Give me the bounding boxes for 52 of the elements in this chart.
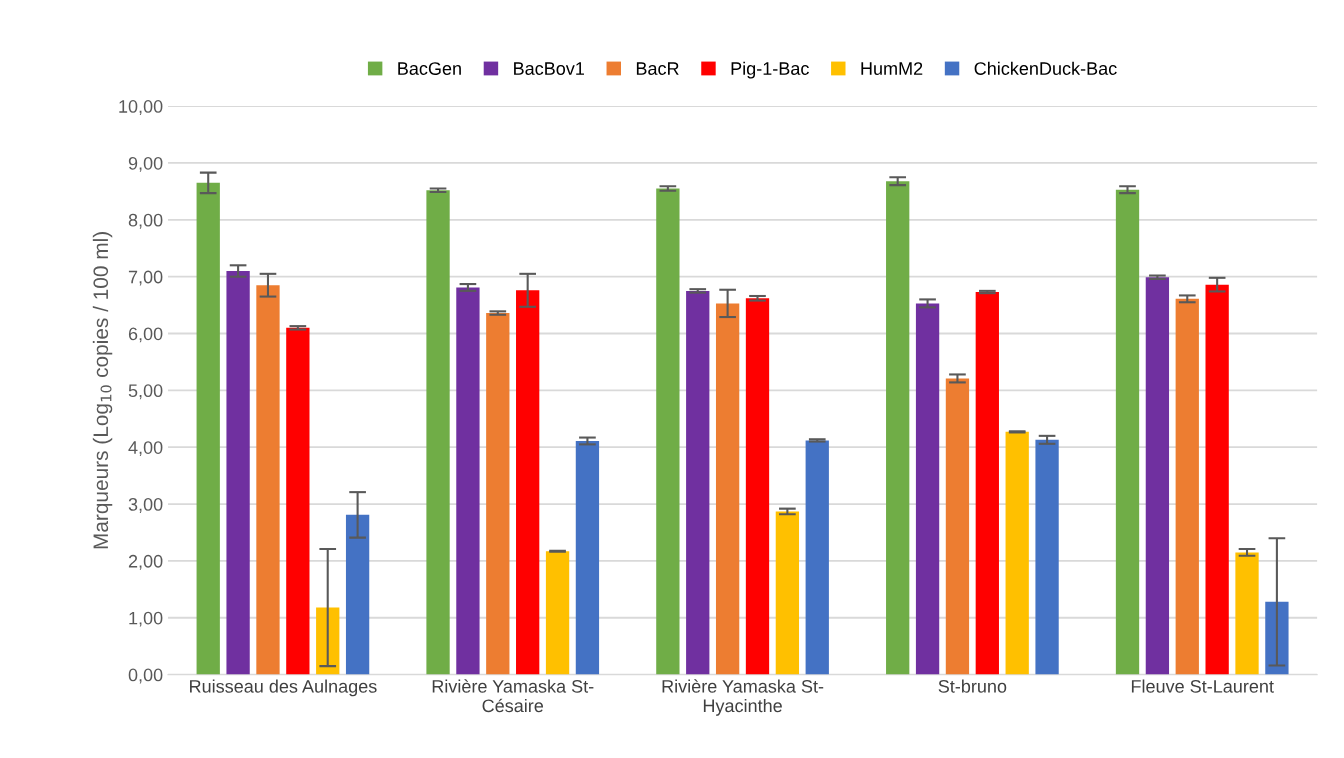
legend-label: ChickenDuck-Bac	[974, 61, 1117, 75]
bar	[256, 285, 280, 675]
bar	[805, 440, 829, 675]
bar	[1035, 439, 1059, 675]
bar	[945, 378, 970, 675]
bar	[1205, 284, 1229, 675]
bar	[1115, 189, 1140, 675]
bar	[486, 313, 510, 675]
bar	[1145, 277, 1170, 675]
bar	[345, 514, 370, 675]
y-tick-label: 7,00	[128, 270, 163, 286]
bar	[196, 182, 220, 675]
x-tick-label: Ruisseau des Aulnages	[190, 679, 377, 697]
bar	[656, 188, 680, 675]
bar	[286, 327, 310, 675]
y-tick-label: 5,00	[128, 384, 163, 400]
bar	[545, 551, 570, 675]
bar	[975, 292, 999, 675]
y-tick-label: 4,00	[128, 441, 163, 457]
y-tick-label: 10,00	[119, 100, 163, 115]
legend-label: Pig-1-Bac	[731, 61, 809, 79]
y-tick-label: 8,00	[128, 213, 163, 229]
y-tick-label: 6,00	[128, 327, 163, 343]
x-tick-label: Fleuve St-Laurent	[1131, 679, 1274, 693]
y-tick-label: 2,00	[128, 554, 163, 570]
bar	[886, 181, 910, 675]
legend-label: BacR	[636, 62, 679, 75]
legend-label: BacGen	[398, 62, 461, 75]
bar	[316, 607, 340, 675]
x-tick-label: Rivière Yamaska St- Césaire	[432, 679, 594, 713]
y-tick-label: 9,00	[128, 156, 163, 172]
y-tick-label: 1,00	[129, 611, 163, 627]
bar	[1005, 431, 1029, 675]
bar	[516, 290, 540, 675]
bar	[745, 298, 770, 675]
bar	[775, 511, 800, 675]
bar	[1175, 298, 1199, 675]
y-tick-label: 0,00	[128, 668, 163, 684]
x-tick-label: Rivière Yamaska St- Hyacinthe	[662, 679, 824, 716]
bar	[456, 287, 480, 675]
bar	[915, 303, 940, 675]
bar	[426, 190, 450, 675]
bar	[715, 303, 740, 675]
legend-label: HumM2	[861, 62, 923, 75]
bar	[226, 270, 250, 675]
bar	[686, 290, 710, 675]
x-tick-label: St-bruno	[938, 679, 1007, 693]
bar	[1235, 552, 1259, 675]
y-axis-title: Marqueurs (Log$_{10}$ copies / 100 ml)	[92, 232, 113, 549]
y-tick-label: 3,00	[128, 498, 163, 513]
legend-label: BacBov1	[514, 62, 584, 75]
bar	[575, 440, 600, 675]
